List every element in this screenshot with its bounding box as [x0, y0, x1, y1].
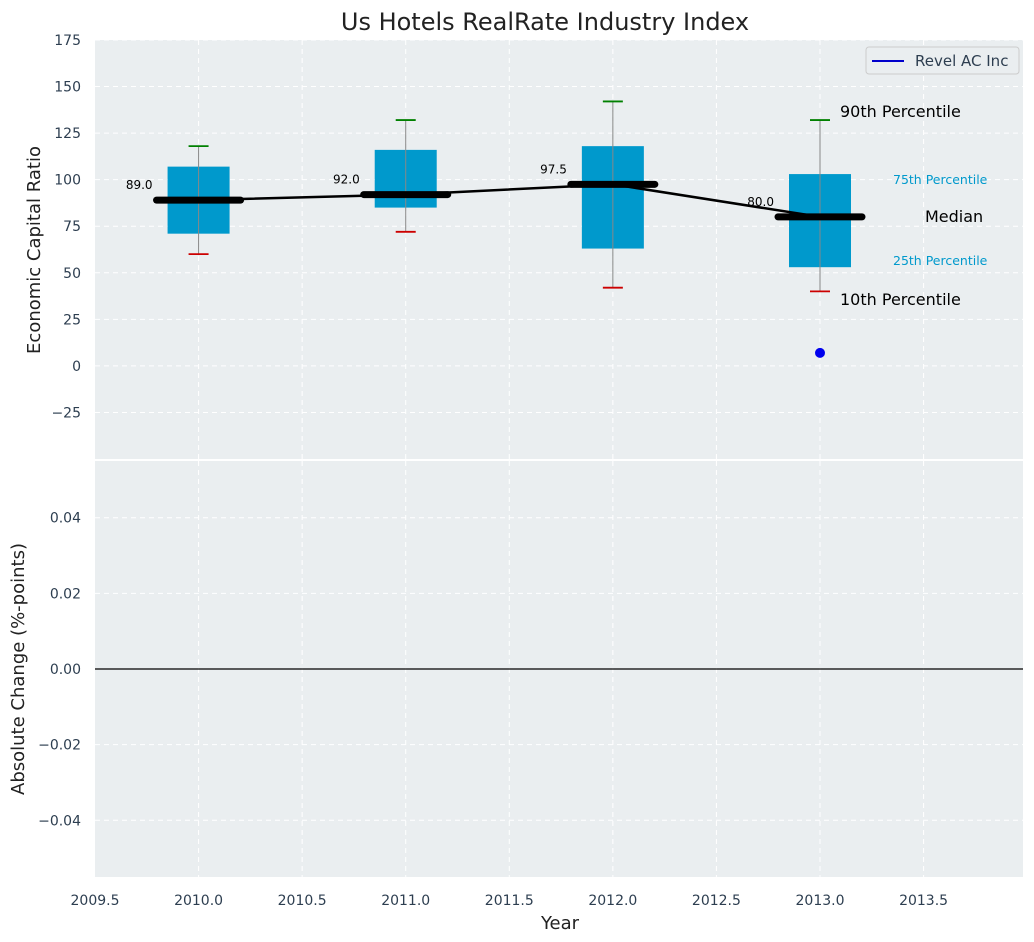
bottom-y-tick-label: 0.02 [50, 586, 81, 602]
bottom-y-tick-label: 0.00 [50, 662, 81, 678]
legend-frame [865, 46, 1020, 75]
top-panel-background [95, 40, 1023, 459]
bottom-y-tick-label: −0.02 [38, 738, 81, 754]
x-tick-label: 2012.0 [588, 893, 637, 909]
x-tick-label: 2011.5 [485, 893, 534, 909]
median-value-label-2012: 97.5 [540, 162, 567, 176]
top-y-tick-label: 0 [72, 359, 81, 375]
median-value-label-2010: 89.0 [126, 178, 153, 192]
top-y-tick-label: 175 [54, 33, 81, 49]
top-y-tick-label: 25 [63, 312, 81, 328]
top-y-tick-label: −25 [51, 405, 81, 421]
chart-title: Us Hotels RealRate Industry Index [341, 8, 749, 36]
x-tick-label: 2010.0 [174, 893, 223, 909]
median-value-label-2011: 92.0 [333, 173, 360, 187]
top-panel-marks: 89.0 92.0 97.5 80.0 [126, 100, 866, 358]
top-y-tick-label: 125 [54, 126, 81, 142]
x-tick-label: 2009.5 [71, 893, 120, 909]
top-y-axis-label: Economic Capital Ratio [24, 146, 45, 354]
annotation-75th-percentile: 75th Percentile [893, 172, 988, 187]
legend-label-revel-ac-inc: Revel AC Inc [915, 52, 1008, 70]
top-y-tick-label: 50 [63, 266, 81, 282]
bottom-y-axis-label: Absolute Change (%-points) [8, 543, 29, 795]
top-y-tick-label: 100 [54, 173, 81, 189]
annotation-median: Median [925, 207, 983, 226]
bottom-y-tick-label: −0.04 [38, 813, 81, 829]
x-tick-label: 2012.5 [692, 893, 741, 909]
legend: Revel AC Inc [865, 46, 1020, 75]
x-tick-label: 2013.0 [796, 893, 845, 909]
annotation-90th-percentile: 90th Percentile [840, 102, 961, 121]
axes-text: 2009.5 2010.0 2010.5 2011.0 2011.5 2012.0 2012… [38, 33, 948, 909]
median-value-label-2013: 80.0 [747, 195, 774, 209]
x-tick-label: 2011.0 [381, 893, 430, 909]
top-y-tick-label: 75 [63, 219, 81, 235]
top-y-tick-label: 150 [54, 80, 81, 96]
top-panel-grid [95, 39, 1023, 459]
annotation-10th-percentile: 10th Percentile [840, 290, 961, 309]
x-tick-label: 2010.5 [278, 893, 327, 909]
bottom-y-tick-label: 0.04 [50, 511, 81, 527]
company-point-2013 [815, 347, 825, 358]
x-tick-label: 2013.5 [899, 893, 948, 909]
x-axis-label: Year [540, 913, 580, 934]
median-trend-line [198, 183, 821, 219]
annotation-25th-percentile: 25th Percentile [893, 253, 988, 268]
